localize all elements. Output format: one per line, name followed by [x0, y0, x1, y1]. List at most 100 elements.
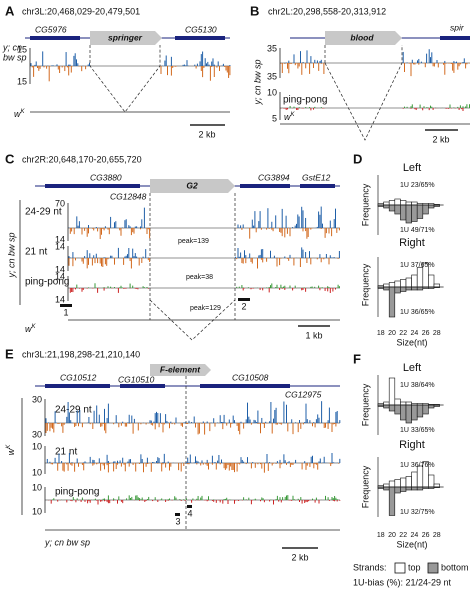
hist-bar-bottom — [400, 204, 407, 221]
hist-bar-bottom — [416, 404, 424, 418]
hist-bar-top — [416, 267, 424, 288]
hist-bar-bottom — [394, 204, 401, 215]
hist-note: 1U 49/71% — [400, 227, 435, 234]
hist-bar-top — [394, 198, 401, 206]
te-name: F-element — [160, 364, 201, 374]
x-tick-label: 24 — [411, 330, 419, 337]
tick: 35 — [267, 43, 277, 53]
legend-swatch — [394, 562, 406, 574]
x-tick-label: 18 — [377, 532, 385, 539]
panel-f: F Left Right Frequency Frequency Size(nt… — [353, 351, 469, 587]
hist-bar-top — [411, 471, 418, 488]
hist-bar-bottom — [388, 404, 396, 412]
gene: CG5130 — [185, 24, 217, 34]
hist-bar-top — [405, 201, 412, 206]
hist-bar-bottom — [394, 286, 401, 294]
te-name: G2 — [186, 180, 198, 190]
gene: GstE12 — [302, 172, 331, 182]
hist-note: 1U 36/76% — [400, 462, 435, 469]
tick: 14 — [55, 264, 65, 274]
hist-bar-top — [394, 280, 401, 288]
deletion — [149, 193, 236, 341]
locus: chr3L:20,468,029-20,479,501 — [22, 6, 140, 16]
hist-bar-top — [383, 483, 390, 488]
te-box — [90, 31, 162, 45]
strain: wK — [25, 324, 37, 335]
region — [238, 298, 250, 301]
deletion — [89, 45, 161, 113]
y-label: Frequency — [360, 183, 370, 226]
hist-bar-top — [416, 465, 424, 488]
region — [60, 304, 72, 307]
hist-bar-top — [383, 283, 390, 288]
panel-b: B chr2L:20,298,558-20,313,912 blood spir… — [250, 3, 470, 144]
x-label: Size(nt) — [396, 337, 427, 347]
annotation: peak=129 — [190, 305, 221, 312]
hist-bar-bottom — [428, 404, 435, 409]
hist-title: Right — [399, 439, 425, 451]
hist-bar-top — [400, 200, 407, 206]
hist-bar-top — [405, 277, 412, 288]
legend-swatch — [427, 562, 439, 574]
x-tick-label: 22 — [399, 532, 407, 539]
hist-bar-bottom — [400, 286, 407, 292]
hist-bar-bottom — [388, 204, 396, 212]
tick: 5 — [272, 113, 277, 123]
hist-bar-top — [383, 201, 390, 206]
gene: CG3894 — [258, 172, 290, 182]
annotation: 3 — [175, 516, 180, 526]
te-box — [150, 179, 235, 193]
strain: wK — [14, 109, 26, 120]
y-label: y; cn bw sp — [6, 232, 16, 278]
hist-bar-top — [433, 283, 440, 288]
hist-bar-bottom — [411, 286, 418, 291]
x-tick-label: 26 — [422, 330, 430, 337]
tick: 15 — [17, 44, 27, 54]
legend-label: bottom — [441, 562, 469, 572]
hist-note: 1U 33/65% — [400, 427, 435, 434]
x-tick-label: 28 — [433, 532, 441, 539]
region — [175, 513, 180, 516]
x-tick-label: 24 — [411, 532, 419, 539]
y-label: Frequency — [360, 465, 370, 508]
x-tick-label: 20 — [388, 532, 396, 539]
te-name: springer — [108, 32, 143, 42]
hist-bar-bottom — [405, 204, 412, 224]
panel-label: A — [5, 3, 15, 18]
hist-bar-bottom — [394, 486, 401, 494]
hist-bar-bottom — [411, 204, 418, 222]
gene: spir — [450, 22, 465, 32]
gene: CG12848 — [110, 191, 147, 201]
hist-note: 1U 36/65% — [400, 309, 435, 316]
track-label: 24-29 nt — [25, 207, 62, 218]
panel-c: C chr2R:20,648,170-20,655,720 CG3880 CG1… — [5, 151, 340, 341]
hist-bar-top — [388, 377, 396, 406]
x-tick-label: 28 — [433, 330, 441, 337]
hist-bar-bottom — [416, 204, 424, 219]
track-label: ping-pong — [283, 95, 327, 106]
hist-bar-top — [400, 279, 407, 288]
hist-bar-bottom — [383, 204, 390, 209]
tick: 10 — [32, 482, 42, 492]
x-tick-label: 18 — [377, 330, 385, 337]
tick: 14 — [55, 234, 65, 244]
tick: 14 — [55, 241, 65, 251]
annotation: 4 — [187, 508, 192, 518]
panel-e: E chr3L:21,198,298-21,210,140 F-element … — [5, 346, 340, 562]
hist-note: 1U 32/75% — [400, 509, 435, 516]
hist-bar-bottom — [388, 486, 396, 516]
scale: 2 kb — [198, 129, 215, 139]
panel-d: D Left Right Frequency Frequency Size(nt… — [353, 151, 428, 347]
hist-note: 1U 38/64% — [400, 382, 435, 389]
hist-bar-bottom — [383, 486, 390, 491]
hist-bar-bottom — [400, 404, 407, 421]
hist-bar-top — [388, 480, 396, 488]
gene: CG10510 — [118, 374, 155, 384]
y-label: bw sp — [3, 52, 27, 62]
te-box — [325, 31, 402, 45]
x-tick-label: 26 — [422, 532, 430, 539]
panel-a: A chr3L:20,468,029-20,479,501 CG5976 spr… — [2, 3, 230, 139]
hist-bar-top — [383, 401, 390, 406]
hist-bar-bottom — [411, 486, 418, 491]
